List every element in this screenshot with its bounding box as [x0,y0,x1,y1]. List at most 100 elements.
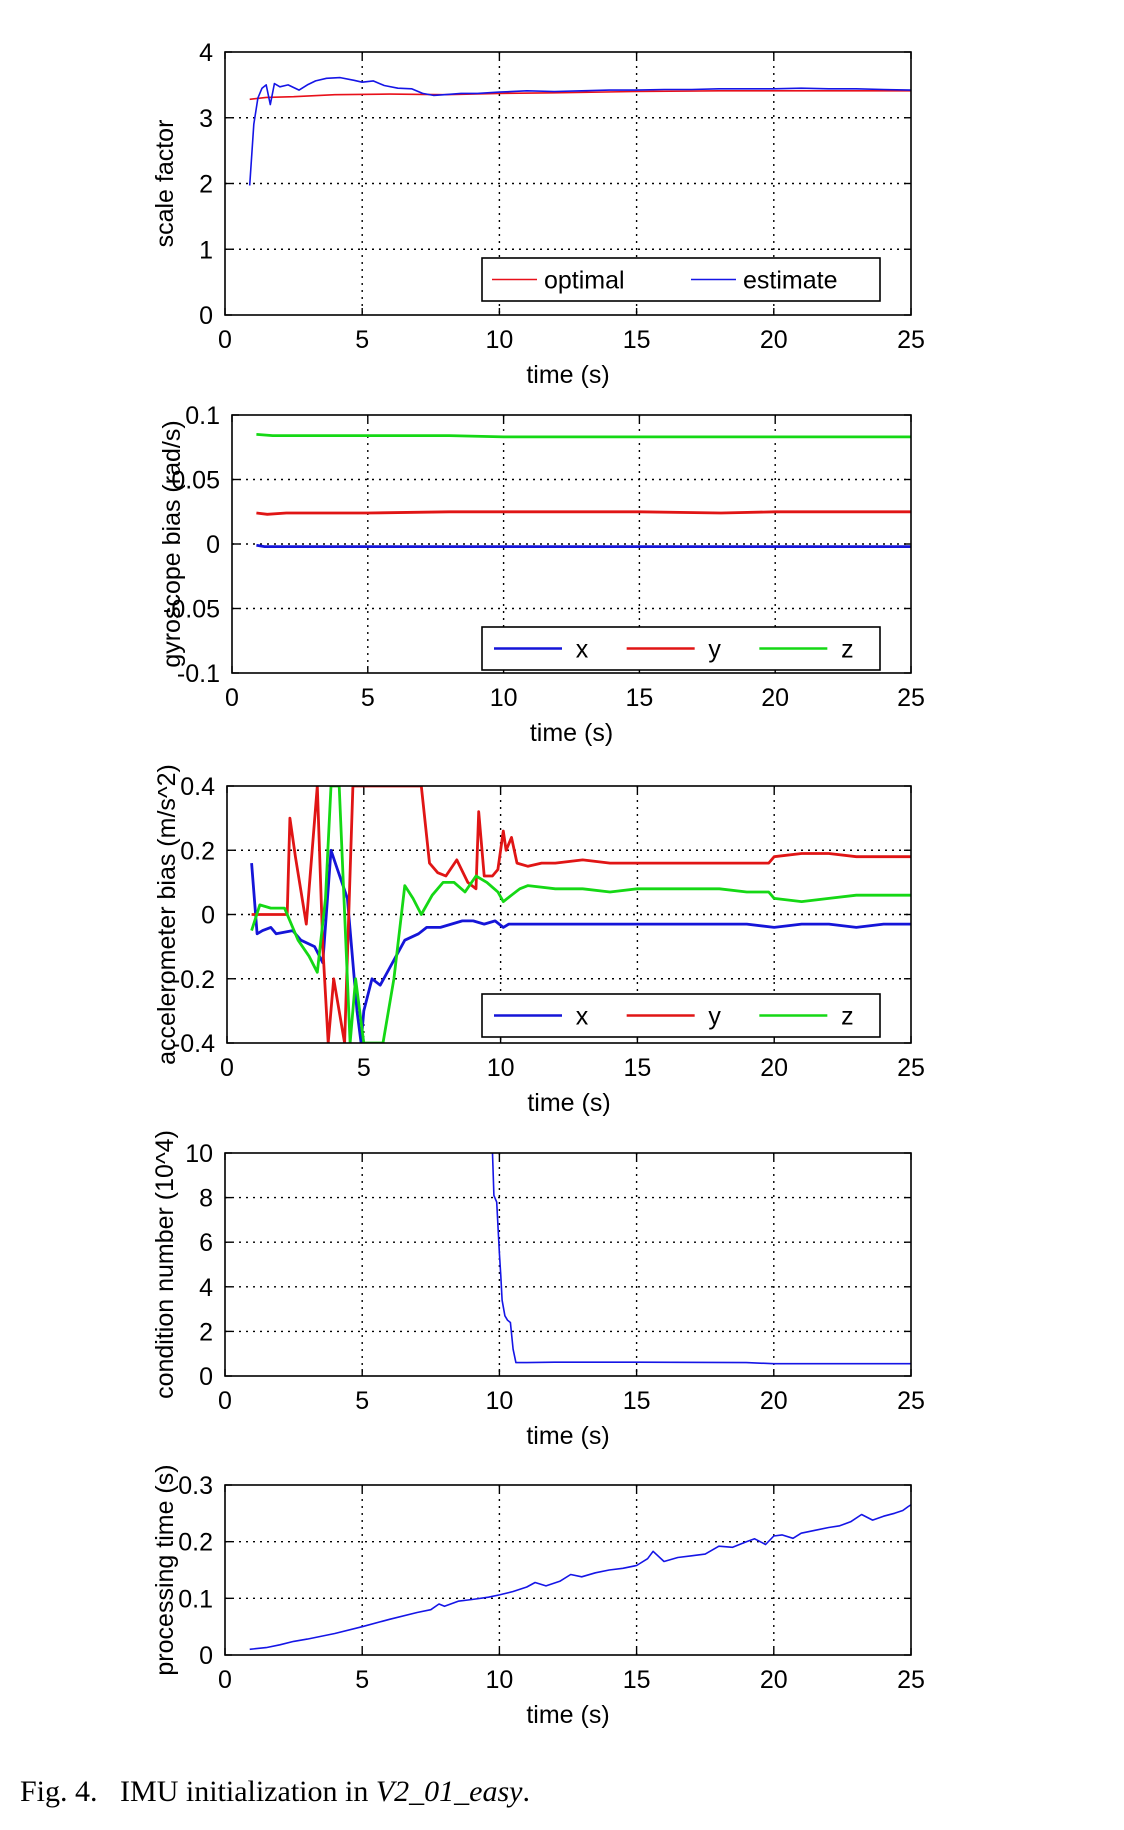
series-group [248,76,911,186]
x-tick-label: 0 [225,684,239,712]
y-tick-label: 0.4 [180,773,215,801]
x-axis-label: time (s) [526,1422,609,1450]
legend-label-z: z [841,1003,854,1031]
legend-label-y: y [708,636,721,664]
legend-label-x: x [576,1003,589,1031]
y-tick-label: 2 [199,171,213,199]
x-tick-label: 5 [361,684,375,712]
plot-frame [224,1152,912,1377]
y-tick-label: 0 [199,1363,213,1391]
x-tick-label: 0 [218,326,232,354]
x-tick-label: 25 [897,1054,925,1082]
series-line-z [256,433,911,439]
x-axis-label: time (s) [526,361,609,389]
x-tick-label: 10 [485,1387,513,1415]
legend-box [481,257,881,302]
y-axis-label: gyroscope bias (rad/s) [158,420,186,667]
chart-gyroscope-bias: 0 5 10 15 20 25 -0.1 -0.05 0 0.05 0.1 time (s) gyros… [158,402,925,747]
x-tick-label: 0 [220,1054,234,1082]
x-axis-label: time (s) [530,719,613,747]
series-group [250,786,911,1043]
legend-label-estimate: estimate [743,267,837,295]
chart-scale-factor: 0 5 10 15 20 25 0 1 2 3 4 time (s) scale factor optim… [151,39,925,389]
x-tick-label: 15 [623,326,651,354]
caption-dataset: V2_01_easy [375,1775,523,1808]
x-tick-label: 20 [760,326,788,354]
y-tick-label: 4 [199,39,213,67]
x-tick-label: 10 [485,326,513,354]
x-tick-label: 20 [761,684,789,712]
y-tick-label: 0 [199,302,213,330]
y-axis-label: processing time (s) [151,1464,179,1675]
y-tick-label: 0.2 [180,837,215,865]
series-line-z [250,786,911,1043]
y-tick-label: 2 [199,1318,213,1346]
chart-processing-time: 0 5 10 15 20 25 0 0.1 0.2 0.3 time (s) processing t… [151,1464,925,1729]
y-tick-label: 0 [201,902,215,930]
plot-frame [224,51,912,316]
x-tick-label: 10 [485,1666,513,1694]
figure-caption: Fig. 4. IMU initialization in V2_01_easy… [20,1775,530,1809]
legend-label-y: y [708,1003,721,1031]
plot-frame [224,1484,912,1656]
caption-suffix: . [522,1775,530,1808]
plot-frame [226,785,912,1044]
y-tick-label: 0.1 [185,402,220,430]
legend: optimal estimate [481,257,881,302]
y-tick-label: -0.4 [172,1030,215,1058]
series-line-x [250,848,911,1043]
series-line-estimate [248,76,911,186]
y-tick-label: 6 [199,1229,213,1257]
series-line-condition-number [491,1153,911,1365]
y-tick-label: 4 [199,1274,213,1302]
y-tick-label: -0.1 [177,660,220,688]
y-axis-label: condition number (10^4) [151,1130,179,1399]
legend: x y z [481,626,881,671]
caption-prefix: Fig. 4. [20,1775,98,1808]
chart-condition-number: 0 5 10 15 20 25 0 2 4 6 8 10 time (s) condition numbe… [151,1130,925,1450]
y-axis-label: scale factor [151,120,179,248]
y-tick-label: -0.2 [172,966,215,994]
x-tick-label: 15 [623,1054,651,1082]
x-tick-label: 15 [623,1666,651,1694]
x-tick-label: 10 [490,684,518,712]
x-tick-label: 25 [897,684,925,712]
legend-label-x: x [576,636,589,664]
x-tick-label: 5 [355,1666,369,1694]
caption-text: IMU initialization in [120,1775,376,1808]
x-tick-label: 25 [897,326,925,354]
y-tick-label: 0.2 [178,1529,213,1557]
y-tick-label: 0.1 [178,1585,213,1613]
y-tick-label: -0.05 [163,596,220,624]
series-line-processing-time [249,1504,911,1651]
x-tick-label: 10 [487,1054,515,1082]
y-tick-label: 0.3 [178,1472,213,1500]
y-tick-label: 0.05 [171,467,220,495]
series-line-x [256,543,911,548]
x-axis-label: time (s) [526,1701,609,1729]
x-tick-label: 0 [218,1387,232,1415]
legend-label-optimal: optimal [544,267,625,295]
series-group [491,1153,911,1365]
series-line-y [256,510,911,516]
chart-accelerometer-bias: 0 5 10 15 20 25 -0.4 -0.2 0 0.2 0.4 time (s) acceler… [153,764,925,1117]
y-axis-label: accelerometer bias (m/s^2) [153,764,181,1065]
legend: x y z [481,993,881,1038]
y-tick-label: 0 [206,531,220,559]
legend-label-z: z [841,636,854,664]
x-axis-label: time (s) [527,1089,610,1117]
x-tick-label: 20 [760,1666,788,1694]
y-tick-label: 8 [199,1185,213,1213]
x-tick-label: 25 [897,1387,925,1415]
series-line-y [251,786,911,1043]
x-tick-label: 20 [760,1054,788,1082]
x-tick-label: 20 [760,1387,788,1415]
series-group [256,433,911,548]
plot-frame [231,414,912,674]
y-tick-label: 0 [199,1642,213,1670]
series-group [249,1504,911,1651]
x-tick-label: 5 [355,1387,369,1415]
y-tick-label: 1 [199,236,213,264]
x-tick-label: 5 [355,326,369,354]
